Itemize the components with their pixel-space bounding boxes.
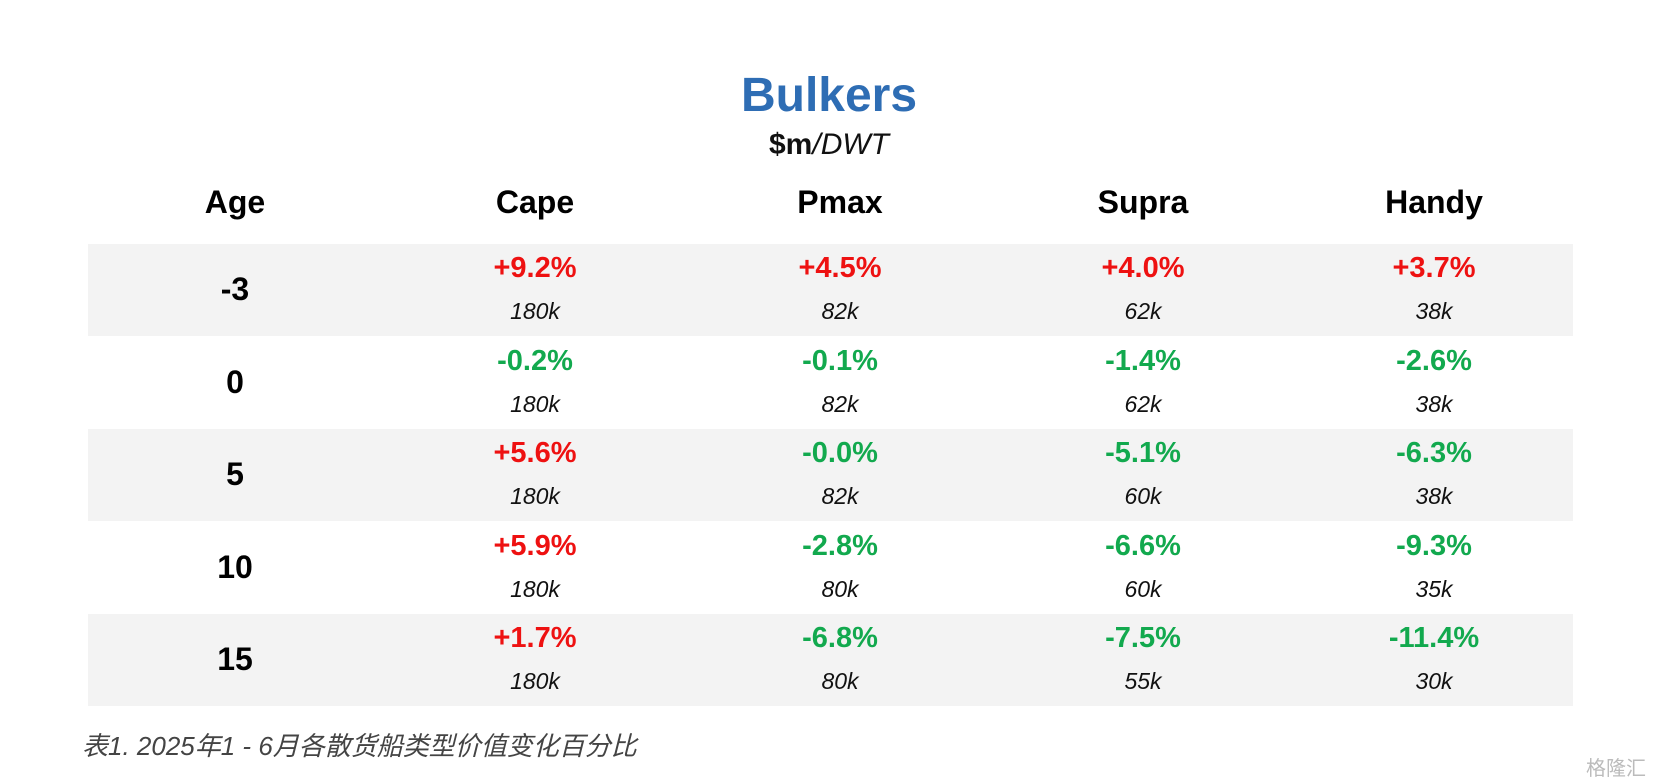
subtitle-basis: /DWT bbox=[812, 128, 889, 161]
table-row bbox=[88, 244, 1573, 336]
change-value: -5.1% bbox=[1105, 437, 1181, 469]
vessel-size: 38k bbox=[1415, 390, 1453, 417]
vessel-size: 82k bbox=[821, 483, 859, 509]
vessel-size: 62k bbox=[1124, 298, 1162, 324]
vessel-size: 80k bbox=[821, 668, 859, 694]
subtitle-unit: $m bbox=[769, 128, 813, 161]
vessel-size: 62k bbox=[1124, 390, 1162, 417]
age-cell: 0 bbox=[226, 363, 244, 400]
vessel-size: 35k bbox=[1415, 575, 1453, 602]
vessel-size: 180k bbox=[510, 390, 560, 417]
vessel-size: 60k bbox=[1124, 483, 1162, 509]
change-value: -0.1% bbox=[802, 344, 878, 377]
change-value: +4.5% bbox=[798, 252, 882, 284]
change-value: -0.0% bbox=[802, 437, 878, 469]
change-value: -6.6% bbox=[1105, 529, 1181, 562]
change-value: +4.0% bbox=[1101, 252, 1185, 284]
change-value: -1.4% bbox=[1105, 344, 1181, 377]
change-value: +3.7% bbox=[1392, 252, 1476, 284]
change-value: -2.8% bbox=[802, 529, 878, 562]
change-value: -6.3% bbox=[1396, 437, 1472, 469]
title: Bulkers bbox=[740, 69, 918, 122]
age-cell: 5 bbox=[226, 456, 244, 492]
change-value: +5.9% bbox=[493, 529, 577, 562]
age-cell: 15 bbox=[217, 641, 253, 677]
change-value: +9.2% bbox=[493, 252, 577, 284]
age-cell: -3 bbox=[220, 271, 250, 307]
age-cell: 10 bbox=[217, 548, 253, 585]
change-value: +1.7% bbox=[493, 622, 577, 654]
vessel-size: 180k bbox=[510, 483, 560, 509]
column-header: Age bbox=[204, 184, 266, 220]
table-row bbox=[88, 614, 1573, 706]
table-row bbox=[88, 429, 1573, 521]
vessel-size: 30k bbox=[1415, 668, 1453, 694]
change-value: -2.6% bbox=[1396, 344, 1472, 377]
vessel-size: 38k bbox=[1415, 298, 1453, 324]
column-header: Cape bbox=[495, 184, 575, 220]
column-header: Supra bbox=[1097, 184, 1189, 220]
vessel-size: 180k bbox=[510, 668, 560, 694]
vessel-size: 80k bbox=[821, 575, 859, 602]
vessel-size: 38k bbox=[1415, 483, 1453, 509]
vessel-size: 82k bbox=[821, 390, 859, 417]
column-header: Handy bbox=[1385, 184, 1483, 220]
change-value: -9.3% bbox=[1396, 529, 1472, 562]
change-value: -11.4% bbox=[1388, 622, 1480, 654]
subtitle: $m/DWT bbox=[0, 128, 1658, 162]
vessel-size: 180k bbox=[510, 575, 560, 602]
change-value: +5.6% bbox=[493, 437, 577, 469]
caption: 表1. 2025年1 - 6月各散货船类型价值变化百分比 bbox=[82, 731, 637, 761]
vessel-size: 180k bbox=[510, 298, 560, 324]
vessel-size: 82k bbox=[821, 298, 859, 324]
watermark: 格隆汇 bbox=[1586, 758, 1646, 780]
vessel-size: 60k bbox=[1124, 575, 1162, 602]
change-value: -7.5% bbox=[1105, 622, 1181, 654]
vessel-size: 55k bbox=[1124, 668, 1162, 694]
column-header: Pmax bbox=[797, 184, 883, 220]
change-value: -0.2% bbox=[497, 344, 573, 377]
change-value: -6.8% bbox=[802, 622, 878, 654]
